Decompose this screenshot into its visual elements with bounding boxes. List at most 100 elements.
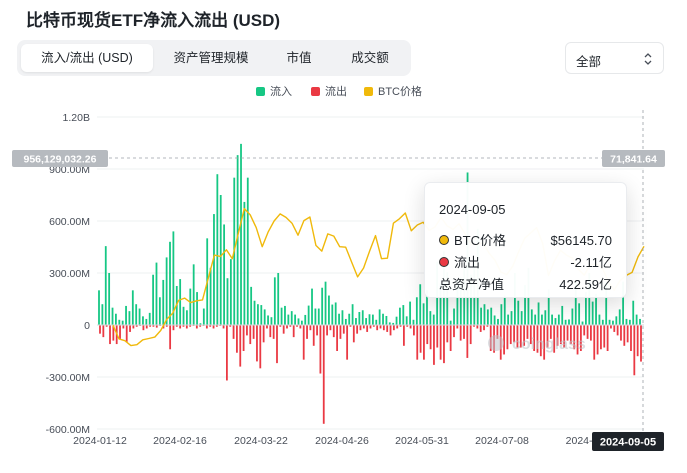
outflow-bar	[416, 325, 419, 360]
tab-market-cap[interactable]: 市值	[286, 51, 312, 65]
outflow-bar	[610, 325, 612, 329]
outflow-bar	[286, 325, 288, 329]
legend-item-btc-price[interactable]: BTC价格	[364, 83, 422, 99]
inflow-bar	[341, 310, 344, 325]
tab-volume[interactable]: 成交额	[351, 51, 389, 65]
inflow-bar	[368, 314, 371, 325]
x-tick-label: 2024-02-16	[153, 435, 207, 447]
tooltip-label-btc-price: BTC价格	[454, 233, 507, 248]
inflow-bar	[334, 302, 337, 325]
inflow-bar	[213, 214, 215, 325]
x-tick-label: 2024-07-08	[475, 435, 529, 447]
inflow-bar	[145, 318, 148, 325]
legend-label-outflow: 流出	[325, 86, 347, 98]
outflow-bar	[623, 325, 626, 346]
inflow-bar	[371, 314, 374, 325]
inflow-bar	[172, 231, 175, 325]
inflow-bar	[571, 308, 574, 325]
outflow-bar	[172, 325, 175, 331]
inflow-bar	[277, 273, 280, 325]
inflow-bar	[385, 315, 388, 325]
outflow-bar	[526, 325, 529, 339]
outflow-bar	[312, 325, 315, 346]
inflow-bar	[300, 320, 303, 325]
outflow-dot	[439, 257, 449, 267]
x-tick-label: 2024-03-22	[234, 435, 288, 447]
outflow-bar	[593, 325, 596, 360]
inflow-bar	[202, 308, 205, 325]
btc-price-dot	[439, 235, 449, 245]
outflow-bar	[392, 325, 395, 331]
outflow-bar	[246, 325, 248, 336]
outflow-bar	[269, 325, 272, 338]
legend-swatch-btc-price	[364, 87, 373, 96]
inflow-bar	[439, 283, 442, 325]
outflow-bar	[413, 325, 415, 336]
outflow-bar	[583, 325, 586, 336]
outflow-bar	[590, 325, 592, 341]
inflow-bar	[608, 319, 611, 325]
inflow-bar	[382, 313, 384, 325]
outflow-bar	[129, 325, 131, 332]
inflow-bar	[240, 143, 242, 325]
tab-inflow-outflow[interactable]: 流入/流出 (USD)	[21, 44, 153, 72]
inflow-bar	[152, 274, 154, 325]
outflow-bar	[600, 325, 602, 350]
inflow-bar	[399, 307, 401, 325]
outflow-bar	[195, 325, 198, 329]
crosshair-date-label-bg	[592, 432, 664, 451]
outflow-bar	[112, 325, 115, 341]
outflow-bar	[579, 325, 582, 351]
inflow-bar	[267, 315, 269, 325]
inflow-bar	[625, 318, 628, 325]
outflow-bar	[292, 325, 295, 338]
inflow-bar	[402, 305, 405, 325]
outflow-bar	[372, 325, 375, 327]
outflow-bar	[486, 325, 489, 327]
inflow-bar	[179, 279, 182, 325]
outflow-bar	[122, 325, 125, 329]
tooltip-label-outflow: 流出	[454, 255, 481, 270]
outflow-bar	[282, 325, 285, 334]
outflow-bar	[523, 325, 526, 346]
outflow-bar	[339, 325, 342, 339]
y-tick-label: 300.00M	[49, 268, 90, 280]
legend-item-outflow[interactable]: 流出	[311, 83, 347, 99]
tab-aum[interactable]: 资产管理规模	[173, 51, 249, 65]
outflow-bar	[379, 325, 382, 329]
inflow-bar	[595, 293, 597, 325]
crosshair-right-label-bg	[602, 150, 665, 167]
tooltip-row-btc-price: BTC价格 $56145.70	[439, 232, 612, 250]
outflow-bar	[356, 325, 359, 334]
outflow-bar	[406, 325, 409, 327]
outflow-bar	[516, 325, 519, 348]
outflow-bar	[239, 325, 242, 367]
outflow-bar	[175, 325, 178, 327]
inflow-bar	[375, 319, 378, 325]
outflow-bar	[376, 325, 379, 331]
inflow-bar	[111, 307, 114, 325]
inflow-bar	[453, 308, 455, 325]
outflow-bar	[359, 325, 362, 331]
outflow-bar	[236, 325, 238, 353]
inflow-bar	[544, 310, 547, 325]
tooltip-date: 2024-09-05	[439, 202, 506, 217]
inflow-bar	[459, 277, 462, 325]
inflow-bar	[574, 281, 577, 325]
inflow-bar	[500, 304, 503, 325]
outflow-bar	[332, 325, 335, 338]
outflow-bar	[556, 325, 559, 346]
outflow-bar	[249, 325, 252, 345]
outflow-bar	[479, 325, 482, 332]
outflow-bar	[256, 325, 258, 362]
inflow-bar	[331, 304, 334, 325]
x-tick-label: 2024-0	[566, 435, 599, 447]
inflow-bar	[480, 307, 482, 325]
legend-item-inflow[interactable]: 流入	[256, 83, 292, 99]
inflow-bar	[189, 288, 192, 325]
inflow-bar	[632, 300, 635, 325]
range-select[interactable]: 全部	[565, 42, 664, 74]
crosshair-date-label: 2024-09-05	[600, 437, 656, 449]
inflow-bar	[162, 279, 165, 325]
inflow-bar	[135, 304, 138, 325]
